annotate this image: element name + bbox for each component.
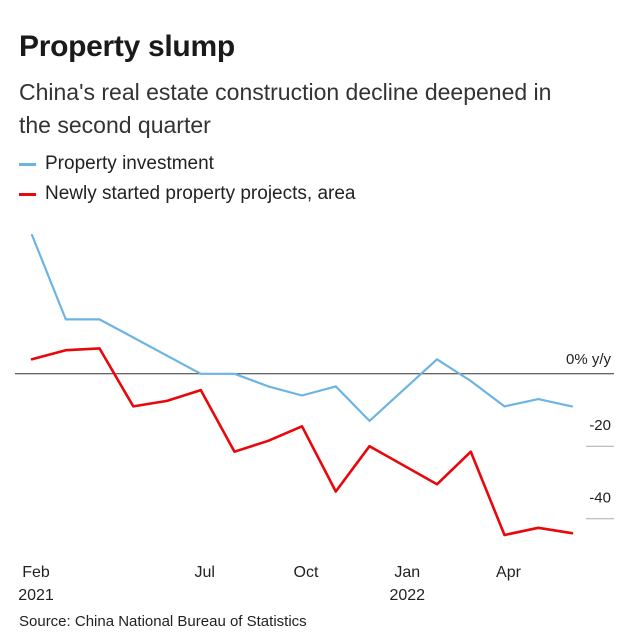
- x-tick-year-label: 2021: [18, 587, 54, 604]
- chart-subtitle: China's real estate construction decline…: [19, 79, 552, 138]
- y-tick-label: -40: [589, 490, 611, 507]
- x-tick-label: Apr: [496, 564, 522, 581]
- y-tick-label: -20: [589, 417, 611, 434]
- x-tick-label: Feb: [22, 564, 50, 581]
- legend-swatch-investment: [19, 162, 36, 166]
- x-tick-label: Oct: [294, 564, 319, 581]
- chart-title: Property slump: [19, 30, 235, 63]
- x-tick-label: Jan: [394, 564, 420, 581]
- legend-label-investment: Property investment: [45, 153, 214, 174]
- axes-layer: [15, 373, 614, 520]
- legend-swatch-new-projects: [19, 192, 36, 196]
- labels-layer: 0% y/y -20 -40 Feb 2021 Jul Oct Jan 2022 Apr: [18, 351, 611, 604]
- series-layer: [30, 233, 574, 537]
- y-tick-label: 0% y/y: [566, 351, 612, 368]
- x-tick-label: Jul: [195, 564, 215, 581]
- x-tick-year-label: 2022: [389, 587, 425, 604]
- legend-item-new-projects: Newly started property projects, area: [19, 183, 355, 205]
- series-line-new-projects: [30, 347, 574, 537]
- legend-label-new-projects: Newly started property projects, area: [45, 183, 356, 204]
- source-note: Source: China National Bureau of Statist…: [19, 613, 307, 630]
- series-line-investment: [30, 233, 574, 422]
- legend-item-investment: Property investment: [19, 153, 214, 175]
